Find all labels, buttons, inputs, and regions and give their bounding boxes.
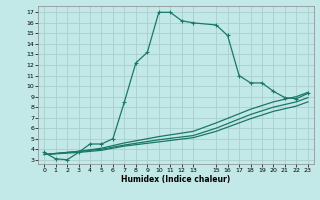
X-axis label: Humidex (Indice chaleur): Humidex (Indice chaleur) (121, 175, 231, 184)
